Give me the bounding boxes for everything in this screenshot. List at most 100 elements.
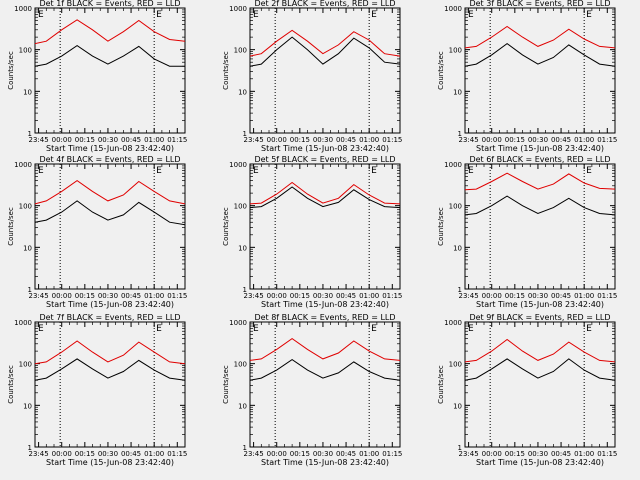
y-axis-label: Counts/sec [437, 207, 445, 246]
x-axis-label: Start Time (15-Jun-08 23:42:40) [476, 300, 604, 309]
panel-8: Det 8f BLACK = Events, RED = LLD 1 10 100 10… [222, 313, 402, 467]
x-tick-label: 00:15 [505, 450, 525, 458]
x-axis-label: Start Time (15-Jun-08 23:42:40) [476, 458, 604, 467]
y-tick-label: 1000 [14, 5, 32, 13]
y-axis-label: Counts/sec [437, 365, 445, 404]
x-tick-label: 00:15 [75, 450, 95, 458]
lld-series-line [249, 29, 401, 57]
y-tick-label: 1 [28, 444, 32, 452]
marker-e-right: E [156, 324, 162, 334]
marker-e-right: E [371, 324, 377, 334]
x-tick-label: 01:00 [144, 450, 164, 458]
x-tick-label: 00:45 [336, 136, 356, 144]
x-axis-label: Start Time (15-Jun-08 23:42:40) [46, 144, 174, 153]
plot-frame [464, 163, 616, 290]
x-tick-label: 01:00 [574, 450, 594, 458]
y-tick-label: 10 [453, 88, 462, 96]
panel-9: Det 9f BLACK = Events, RED = LLD 1 10 100 10… [437, 313, 617, 467]
marker-e-right: E [586, 10, 592, 20]
x-tick-label: 00:15 [290, 136, 310, 144]
x-tick-label: 00:30 [528, 450, 548, 458]
panel-5: Det 5f BLACK = Events, RED = LLD 1 10 100 10… [222, 155, 402, 309]
y-tick-label: 1000 [444, 319, 462, 327]
x-tick-label: 01:15 [167, 450, 187, 458]
x-tick-label: 00:30 [528, 136, 548, 144]
panel-title: Det 6f BLACK = Events, RED = LLD [469, 155, 610, 164]
plot-frame [249, 7, 401, 134]
x-tick-label: 23:45 [29, 292, 49, 300]
panel-title: Det 5f BLACK = Events, RED = LLD [254, 155, 395, 164]
marker-e-right: E [156, 166, 162, 176]
marker-e-right: E [586, 324, 592, 334]
y-tick-label: 10 [238, 402, 247, 410]
x-tick-label: 00:15 [290, 450, 310, 458]
plot-frame [34, 321, 186, 448]
x-tick-label: 00:45 [551, 136, 571, 144]
y-tick-label: 1 [458, 286, 462, 294]
y-tick-label: 10 [238, 88, 247, 96]
y-axis-label: Counts/sec [222, 365, 230, 404]
x-tick-label: 23:45 [29, 450, 49, 458]
x-tick-label: 23:45 [244, 136, 264, 144]
plot-frame [34, 7, 186, 134]
x-tick-label: 01:00 [359, 292, 379, 300]
x-tick-label: 00:00 [52, 136, 72, 144]
y-axis-label: Counts/sec [7, 51, 15, 90]
lld-series-line [34, 179, 186, 205]
x-tick-label: 00:00 [267, 450, 287, 458]
lld-series-line [34, 19, 186, 45]
y-tick-label: 1000 [444, 161, 462, 169]
y-tick-label: 10 [238, 244, 247, 252]
y-axis-label: Counts/sec [437, 51, 445, 90]
x-tick-label: 01:00 [574, 136, 594, 144]
x-tick-label: 01:15 [597, 292, 617, 300]
x-tick-label: 23:45 [29, 136, 49, 144]
panel-3: Det 3f BLACK = Events, RED = LLD 1 10 100 10… [437, 0, 617, 153]
y-axis-label: Counts/sec [222, 207, 230, 246]
marker-e-left: E [468, 10, 474, 20]
x-tick-label: 00:45 [121, 136, 141, 144]
x-tick-label: 00:30 [313, 136, 333, 144]
y-tick-label: 10 [453, 402, 462, 410]
x-axis-label: Start Time (15-Jun-08 23:42:40) [261, 144, 389, 153]
x-tick-label: 23:45 [459, 450, 479, 458]
plot-frame [249, 163, 401, 290]
x-tick-label: 01:00 [144, 292, 164, 300]
y-tick-label: 1 [458, 130, 462, 138]
panel-2: Det 2f BLACK = Events, RED = LLD 1 10 100 10… [222, 0, 402, 153]
plot-frame [249, 321, 401, 448]
plot-frame [464, 7, 616, 134]
x-tick-label: 01:00 [144, 136, 164, 144]
y-axis-label: Counts/sec [7, 365, 15, 404]
x-tick-label: 01:00 [574, 292, 594, 300]
x-tick-label: 00:30 [528, 292, 548, 300]
x-tick-label: 01:00 [359, 136, 379, 144]
y-tick-label: 1000 [14, 319, 32, 327]
panel-title: Det 4f BLACK = Events, RED = LLD [39, 155, 180, 164]
x-tick-label: 00:45 [551, 450, 571, 458]
marker-e-left: E [468, 166, 474, 176]
x-tick-label: 23:45 [459, 136, 479, 144]
lld-series-line [249, 337, 401, 361]
x-tick-label: 01:15 [597, 136, 617, 144]
x-tick-label: 01:15 [167, 136, 187, 144]
x-tick-label: 00:45 [121, 292, 141, 300]
x-tick-label: 00:00 [482, 292, 502, 300]
x-tick-label: 00:00 [267, 136, 287, 144]
x-tick-label: 00:15 [505, 136, 525, 144]
x-tick-label: 23:45 [244, 450, 264, 458]
y-tick-label: 1000 [229, 319, 247, 327]
panel-title: Det 2f BLACK = Events, RED = LLD [254, 0, 395, 8]
x-tick-label: 00:30 [98, 292, 118, 300]
y-tick-label: 1000 [229, 161, 247, 169]
events-series-line [249, 186, 401, 209]
x-tick-label: 00:30 [98, 136, 118, 144]
panel-title: Det 9f BLACK = Events, RED = LLD [469, 313, 610, 322]
lld-series-line [249, 181, 401, 205]
y-tick-label: 1 [243, 286, 247, 294]
y-tick-label: 100 [234, 361, 247, 369]
plot-frame [464, 321, 616, 448]
lld-series-line [34, 340, 186, 365]
lld-series-line [464, 172, 616, 191]
y-tick-label: 100 [449, 361, 462, 369]
